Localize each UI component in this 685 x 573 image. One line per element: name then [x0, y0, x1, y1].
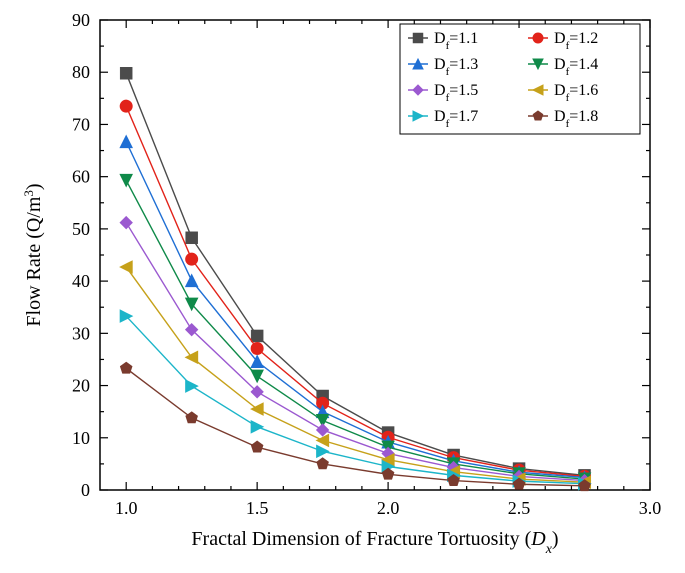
legend-label: Df=1.4: [554, 56, 598, 78]
legend-label: Df=1.3: [434, 56, 478, 78]
y-tick-label: 50: [72, 219, 90, 239]
series: [120, 136, 590, 484]
y-axis-title: Flow Rate (Q/m3): [21, 183, 46, 326]
y-tick-label: 20: [72, 376, 90, 396]
series: [120, 100, 590, 482]
flow-rate-chart: 1.0 1.5 2.0 2.5 3.0 0 10 20 30 40 50 60 70 80 90 Fracta…: [0, 0, 685, 573]
y-tick-label: 80: [72, 62, 90, 82]
x-tick-label: 1.5: [246, 498, 269, 518]
y-tick-label: 40: [72, 271, 90, 291]
legend-label: Df=1.7: [434, 108, 478, 130]
x-tick-label: 2.0: [377, 498, 400, 518]
x-tick-label: 1.0: [115, 498, 138, 518]
x-tick-label: 2.5: [508, 498, 531, 518]
legend-label: Df=1.8: [554, 108, 598, 130]
y-tick-label: 70: [72, 114, 90, 134]
legend: Df=1.1 Df=1.2 Df=1.3 Df=1.4 Df=1.5 Df=1.6 Df=1…: [400, 24, 640, 134]
series: [120, 261, 590, 488]
legend-label: Df=1.6: [554, 82, 598, 104]
legend-label: Df=1.1: [434, 30, 478, 52]
series-group: [120, 67, 590, 490]
legend-label: Df=1.2: [554, 30, 598, 52]
x-tick-label: 3.0: [639, 498, 662, 518]
chart-svg: 1.0 1.5 2.0 2.5 3.0 0 10 20 30 40 50 60 70 80 90 Fracta…: [0, 0, 685, 573]
y-tick-label: 10: [72, 428, 90, 448]
y-tick-label: 60: [72, 167, 90, 187]
y-tick-label: 30: [72, 323, 90, 343]
legend-label: Df=1.5: [434, 82, 478, 104]
x-axis-title: Fractal Dimension of Fracture Tortuosity…: [191, 528, 558, 557]
y-tick-label: 90: [72, 10, 90, 30]
y-tick-label: 0: [81, 480, 90, 500]
